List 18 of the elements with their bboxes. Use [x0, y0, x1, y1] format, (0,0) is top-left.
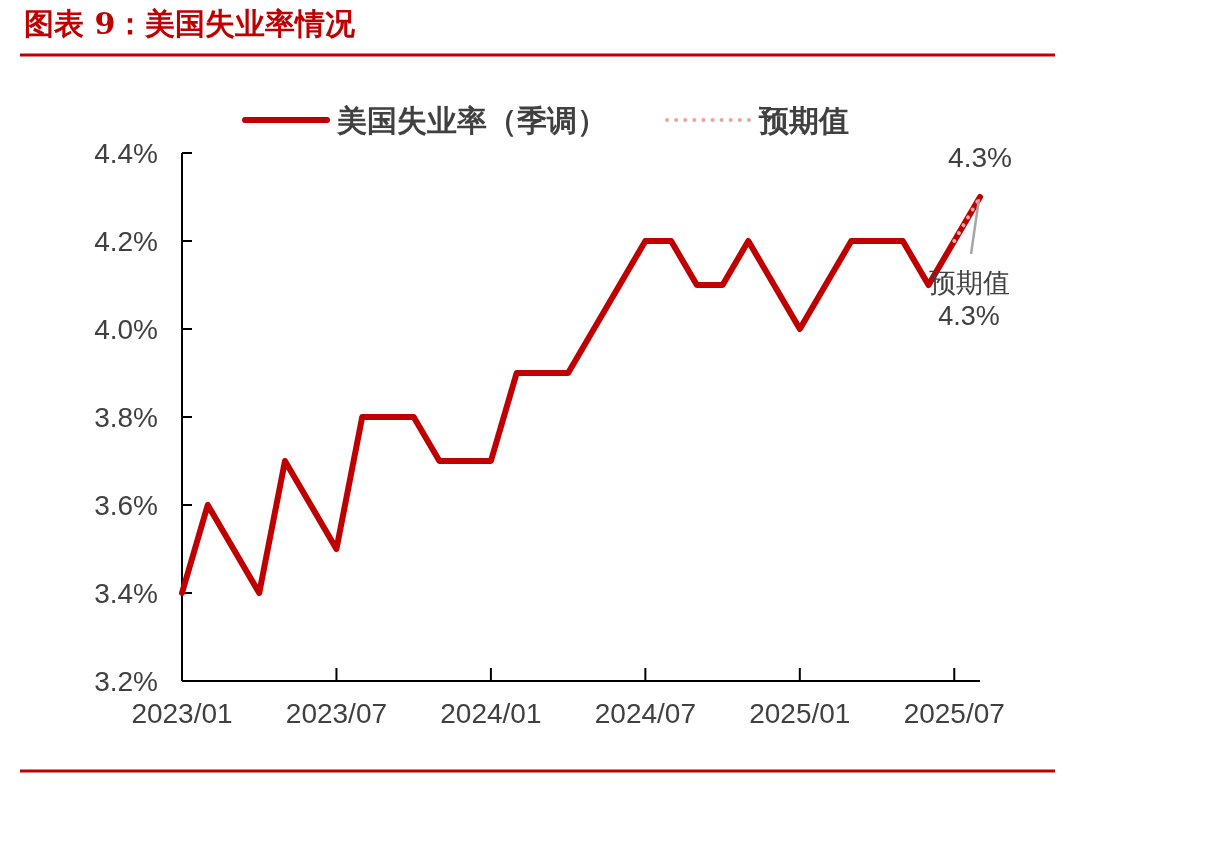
y-tick-label: 3.2%: [94, 666, 158, 697]
y-tick-label: 3.4%: [94, 578, 158, 609]
annotation: 预期值 4.3%: [928, 268, 1010, 331]
y-tick-label: 4.2%: [94, 226, 158, 257]
y-tick-label: 3.8%: [94, 402, 158, 433]
x-tick-label: 2025/07: [903, 698, 1005, 729]
y-tick-label: 4.4%: [94, 138, 158, 169]
legend-label: 美国失业率（季调）: [336, 104, 607, 137]
y-tick-label: 3.6%: [94, 490, 158, 521]
y-tick-label: 4.0%: [94, 314, 158, 345]
x-tick-label: 2024/07: [594, 698, 696, 729]
x-tick-label: 2025/01: [749, 698, 851, 729]
chart-title: 图表 9：美国失业率情况: [24, 6, 357, 41]
annotation: 4.3%: [948, 142, 1012, 173]
x-tick-label: 2023/07: [285, 698, 388, 729]
x-tick-label: 2024/01: [440, 698, 542, 729]
legend-label: 预期值: [758, 104, 849, 137]
x-tick-label: 2023/01: [131, 698, 233, 729]
